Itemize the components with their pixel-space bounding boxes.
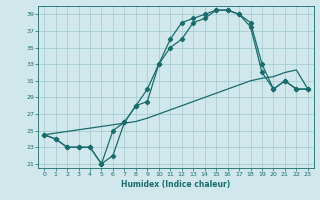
X-axis label: Humidex (Indice chaleur): Humidex (Indice chaleur)	[121, 180, 231, 189]
